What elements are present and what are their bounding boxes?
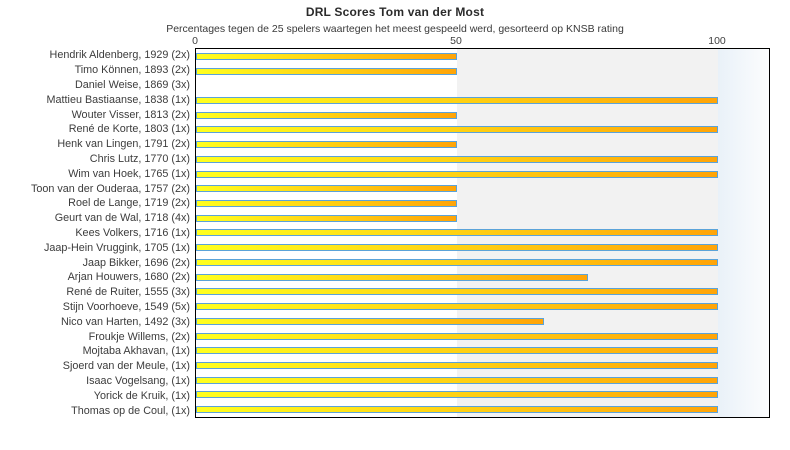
player-label: Nico van Harten, 1492 (3x) <box>60 315 190 328</box>
score-bar <box>196 317 545 325</box>
chart-row <box>196 270 769 285</box>
player-label: Henk van Lingen, 1791 (2x) <box>57 138 190 151</box>
player-label: Toon van der Ouderaa, 1757 (2x) <box>30 182 190 195</box>
player-label: Sjoerd van der Meule, (1x) <box>62 360 190 373</box>
player-label: Wim van Hoek, 1765 (1x) <box>68 167 190 180</box>
chart-row <box>196 226 769 241</box>
score-bar <box>196 229 718 237</box>
score-bar <box>196 244 718 252</box>
chart-subtitle: Percentages tegen de 25 spelers waartege… <box>166 23 624 35</box>
score-bar <box>196 258 718 266</box>
score-bar <box>196 200 457 208</box>
score-bar <box>196 303 718 311</box>
score-bar <box>196 288 718 296</box>
score-bar <box>196 347 718 355</box>
chart-row <box>196 402 769 417</box>
score-bar <box>196 406 718 414</box>
player-label: Mojtaba Akhavan, (1x) <box>82 345 190 358</box>
chart-row <box>196 329 769 344</box>
player-label: René de Ruiter, 1555 (3x) <box>66 286 190 299</box>
chart-row <box>196 196 769 211</box>
player-label: Yorick de Kruik, (1x) <box>93 389 190 402</box>
score-bar <box>196 155 718 163</box>
chart-row <box>196 123 769 138</box>
score-bar <box>196 214 457 222</box>
plot-area <box>195 48 770 418</box>
player-label: Roel de Lange, 1719 (2x) <box>68 197 190 210</box>
chart-row <box>196 49 769 64</box>
chart-row <box>196 285 769 300</box>
chart-row <box>196 181 769 196</box>
player-label: Daniel Weise, 1869 (3x) <box>74 78 190 91</box>
chart-title: DRL Scores Tom van der Most <box>305 5 485 19</box>
y-axis-labels: Hendrik Aldenberg, 1929 (2x) Timo Können,… <box>0 48 190 418</box>
x-tick-label: 0 <box>192 35 198 47</box>
player-label: Jaap-Hein Vruggink, 1705 (1x) <box>43 241 190 254</box>
score-bar <box>196 52 457 60</box>
score-bar <box>196 273 588 281</box>
chart-row <box>196 343 769 358</box>
chart-row <box>196 78 769 93</box>
x-tick-label: 100 <box>708 35 726 47</box>
player-label: Chris Lutz, 1770 (1x) <box>89 152 190 165</box>
x-axis-ticks: 0 50 100 <box>192 35 770 47</box>
x-tick-label: 50 <box>450 35 462 47</box>
chart-row <box>196 152 769 167</box>
chart-row <box>196 108 769 123</box>
chart-row <box>196 240 769 255</box>
score-bar <box>196 141 457 149</box>
score-bar <box>196 332 718 340</box>
player-label: Thomas op de Coul, (1x) <box>71 404 190 417</box>
chart-row <box>196 64 769 79</box>
chart-row <box>196 314 769 329</box>
player-label: Kees Volkers, 1716 (1x) <box>75 226 190 239</box>
player-label: Arjan Houwers, 1680 (2x) <box>67 271 190 284</box>
player-label: Isaac Vogelsang, (1x) <box>86 374 190 387</box>
score-bar <box>196 126 718 134</box>
chart-row <box>196 388 769 403</box>
chart-row <box>196 211 769 226</box>
player-label: Mattieu Bastiaanse, 1838 (1x) <box>46 93 190 106</box>
chart-row <box>196 93 769 108</box>
player-label: Stijn Voorhoeve, 1549 (5x) <box>62 300 190 313</box>
player-label: Wouter Visser, 1813 (2x) <box>71 108 190 121</box>
chart-row <box>196 137 769 152</box>
score-bar <box>196 97 718 105</box>
chart-row <box>196 255 769 270</box>
chart-row <box>196 299 769 314</box>
player-label: René de Korte, 1803 (1x) <box>68 123 190 136</box>
score-bar <box>196 111 457 119</box>
score-bar <box>196 67 457 75</box>
chart-row <box>196 373 769 388</box>
player-label: Timo Können, 1893 (2x) <box>74 64 190 77</box>
score-bar <box>196 376 718 384</box>
score-bar <box>196 170 718 178</box>
chart-row <box>196 358 769 373</box>
player-label: Froukje Willems, (2x) <box>88 330 190 343</box>
player-label: Hendrik Aldenberg, 1929 (2x) <box>49 49 190 62</box>
player-label: Jaap Bikker, 1696 (2x) <box>82 256 190 269</box>
score-bar <box>196 361 718 369</box>
chart-row <box>196 167 769 182</box>
score-bar <box>196 185 457 193</box>
score-bar <box>196 391 718 399</box>
player-label: Geurt van de Wal, 1718 (4x) <box>54 212 190 225</box>
